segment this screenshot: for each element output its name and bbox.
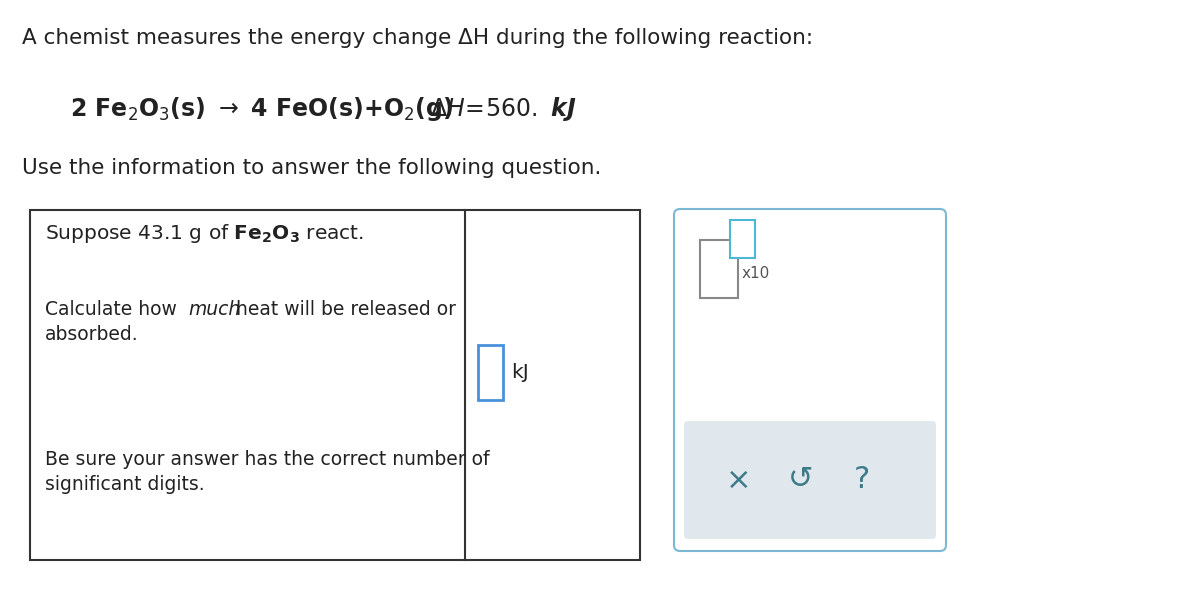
Text: Use the information to answer the following question.: Use the information to answer the follow… (22, 158, 601, 178)
Text: ?: ? (854, 465, 870, 494)
Text: ×: × (726, 465, 751, 494)
Text: x10: x10 (742, 266, 770, 282)
Text: Calculate how: Calculate how (46, 300, 182, 319)
Bar (30, 210, 640, 560)
Text: absorbed.: absorbed. (46, 325, 139, 344)
Text: significant digits.: significant digits. (46, 475, 205, 494)
Text: $\Delta H\!=\!560.$ kJ: $\Delta H\!=\!560.$ kJ (430, 95, 577, 123)
Text: kJ: kJ (511, 362, 529, 381)
Text: Suppose 43.1 g of $\mathbf{Fe_2O_3}$ react.: Suppose 43.1 g of $\mathbf{Fe_2O_3}$ rea… (46, 222, 364, 245)
Bar (730, 220, 755, 258)
Text: Be sure your answer has the correct number of: Be sure your answer has the correct numb… (46, 450, 490, 469)
Bar (700, 240, 738, 298)
Text: A chemist measures the energy change ΔH during the following reaction:: A chemist measures the energy change ΔH … (22, 28, 814, 48)
Bar (478, 345, 503, 400)
FancyBboxPatch shape (674, 209, 946, 551)
Text: much: much (188, 300, 240, 319)
Text: ↺: ↺ (787, 465, 814, 494)
Text: 2 Fe$_2$O$_3$(s) $\rightarrow$ 4 FeO(s)+O$_2$(g): 2 Fe$_2$O$_3$(s) $\rightarrow$ 4 FeO(s)+… (70, 95, 454, 123)
FancyBboxPatch shape (684, 421, 936, 539)
Text: heat will be released or: heat will be released or (230, 300, 456, 319)
